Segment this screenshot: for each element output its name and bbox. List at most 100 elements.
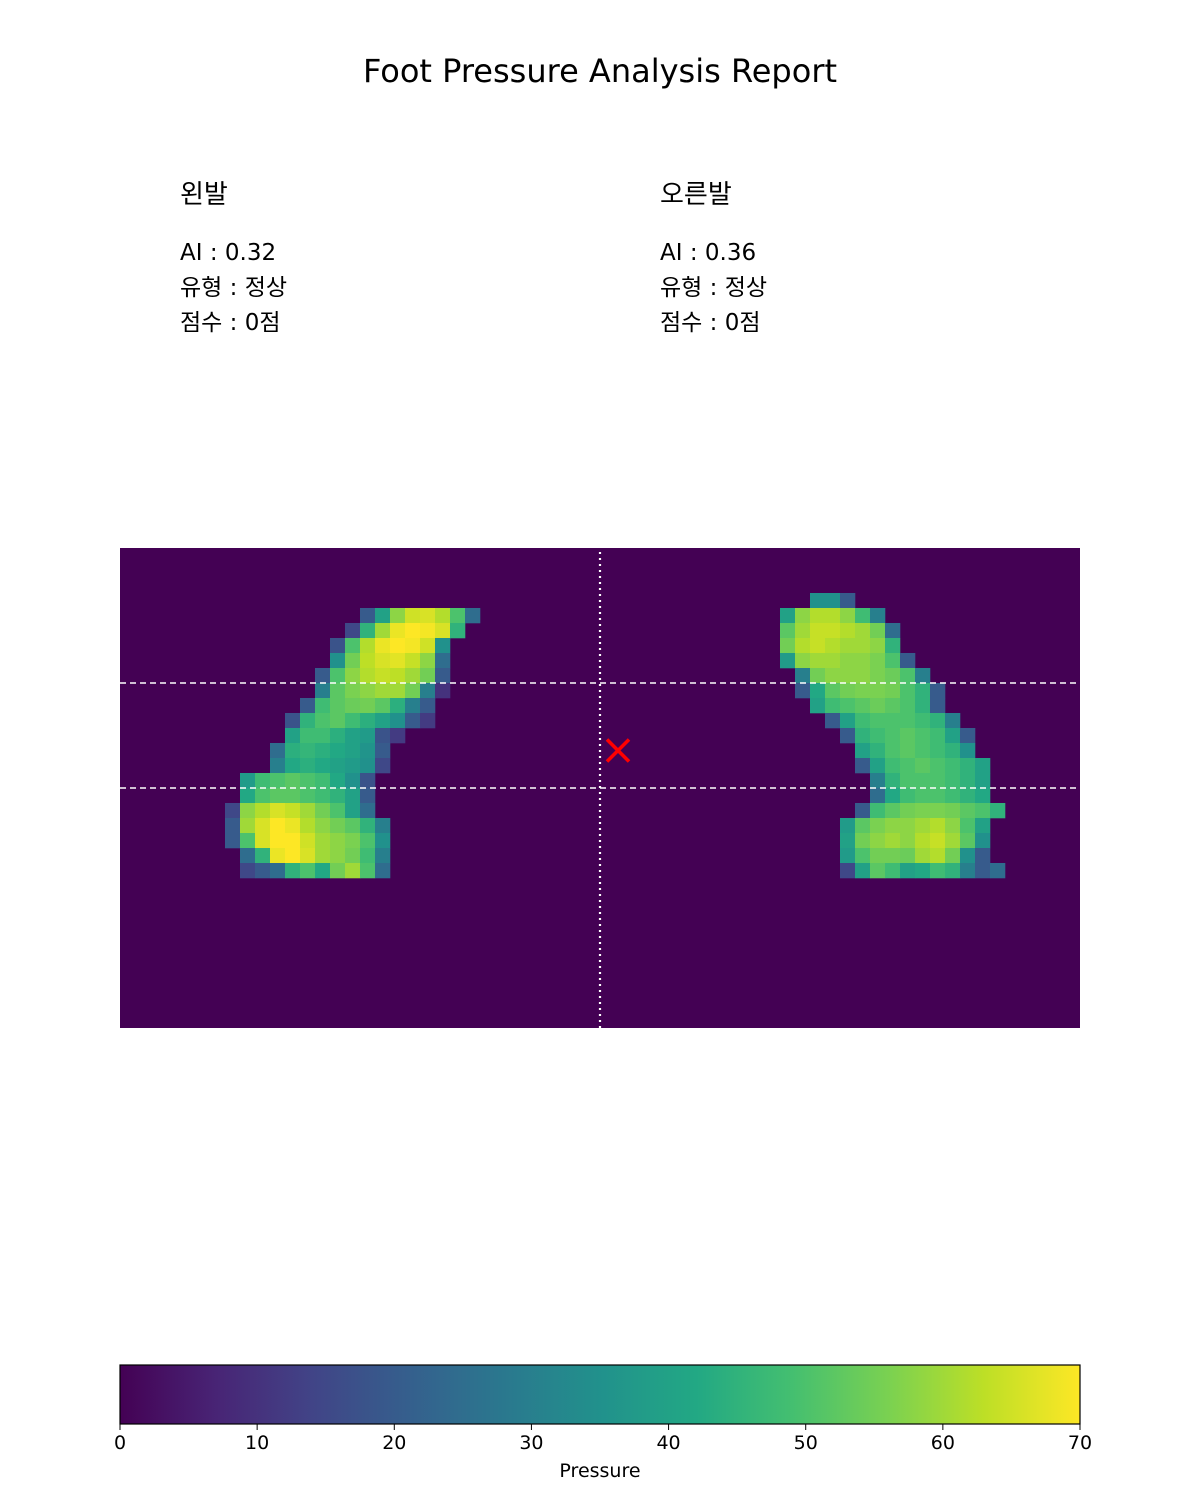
heatmap-cell	[930, 728, 946, 744]
heatmap-cell	[930, 788, 946, 804]
heatmap-cell	[420, 638, 436, 654]
heatmap-cell	[930, 698, 946, 714]
heatmap-cell	[435, 623, 451, 639]
heatmap-cell	[855, 848, 871, 864]
left-foot-cells	[225, 608, 481, 879]
left-foot-heading: 왼발	[180, 180, 228, 210]
heatmap-cell	[930, 713, 946, 729]
heatmap-cell	[330, 668, 346, 684]
heatmap-cell	[930, 863, 946, 879]
heatmap-cell	[330, 758, 346, 774]
heatmap-cell	[825, 623, 841, 639]
heatmap-cell	[360, 833, 376, 849]
heatmap-cell	[255, 788, 271, 804]
heatmap-cell	[375, 758, 391, 774]
heatmap-cell	[900, 728, 916, 744]
heatmap-cell	[780, 608, 796, 624]
heatmap-cell	[240, 773, 256, 789]
heatmap-cell	[885, 623, 901, 639]
heatmap-cell	[285, 848, 301, 864]
heatmap-cell	[855, 608, 871, 624]
heatmap-cell	[375, 743, 391, 759]
heatmap-cell	[330, 863, 346, 879]
heatmap-cell	[360, 713, 376, 729]
heatmap-cell	[795, 653, 811, 669]
heatmap-cell	[270, 848, 286, 864]
heatmap-cell	[855, 743, 871, 759]
heatmap-cell	[300, 728, 316, 744]
heatmap-cell	[315, 788, 331, 804]
heatmap-cell	[885, 683, 901, 699]
colorbar-gradient	[119, 1364, 1081, 1425]
heatmap-cell	[315, 743, 331, 759]
heatmap-cell	[900, 773, 916, 789]
heatmap-cell	[855, 863, 871, 879]
left-type-label: 유형	[180, 275, 223, 301]
heatmap-cell	[915, 818, 931, 834]
heatmap-cell	[885, 833, 901, 849]
heatmap-cell	[855, 833, 871, 849]
heatmap-cell	[390, 698, 406, 714]
colorbar-label: Pressure	[559, 1460, 640, 1482]
heatmap-cell	[345, 758, 361, 774]
pressure-heatmap	[120, 548, 1080, 1028]
heatmap-cell	[945, 773, 961, 789]
heatmap-cell	[315, 773, 331, 789]
left-score-value: 0점	[244, 310, 281, 336]
heatmap-cell	[885, 848, 901, 864]
heatmap-cell	[345, 713, 361, 729]
heatmap-cell	[360, 653, 376, 669]
heatmap-cell	[330, 833, 346, 849]
heatmap-cell	[855, 638, 871, 654]
heatmap-cell	[915, 683, 931, 699]
heatmap-cell	[840, 818, 856, 834]
heatmap-cell	[285, 773, 301, 789]
heatmap-cell	[870, 848, 886, 864]
heatmap-cell	[870, 698, 886, 714]
heatmap-cell	[390, 638, 406, 654]
heatmap-cell	[840, 863, 856, 879]
heatmap-cell	[870, 863, 886, 879]
heatmap-cell	[900, 698, 916, 714]
heatmap-cell	[990, 863, 1006, 879]
heatmap-cell	[315, 713, 331, 729]
left-score-label: 점수	[180, 310, 223, 336]
heatmap-cell	[330, 848, 346, 864]
heatmap-cell	[360, 608, 376, 624]
heatmap-cell	[870, 728, 886, 744]
heatmap-cell	[420, 623, 436, 639]
heatmap-cell	[315, 698, 331, 714]
heatmap-cell	[780, 623, 796, 639]
heatmap-cell	[345, 653, 361, 669]
heatmap-cell	[270, 743, 286, 759]
heatmap-cell	[300, 743, 316, 759]
heatmap-cell	[300, 773, 316, 789]
heatmap-cell	[810, 698, 826, 714]
colorbar-tick-label: 60	[931, 1432, 955, 1454]
heatmap-cell	[240, 818, 256, 834]
heatmap-cell	[960, 758, 976, 774]
colorbar-tick-label: 50	[794, 1432, 818, 1454]
heatmap-cell	[945, 758, 961, 774]
heatmap-cell	[330, 713, 346, 729]
heatmap-cell	[225, 833, 241, 849]
heatmap-cell	[915, 698, 931, 714]
heatmap-cell	[345, 803, 361, 819]
heatmap-cell	[870, 683, 886, 699]
heatmap-cell	[270, 758, 286, 774]
heatmap-cell	[960, 743, 976, 759]
heatmap-cell	[885, 668, 901, 684]
heatmap-cell	[375, 653, 391, 669]
heatmap-cell	[285, 818, 301, 834]
heatmap-cell	[870, 743, 886, 759]
heatmap-cell	[375, 713, 391, 729]
heatmap-cell	[360, 728, 376, 744]
heatmap-cell	[825, 668, 841, 684]
heatmap-cell	[420, 713, 436, 729]
heatmap-cell	[960, 848, 976, 864]
heatmap-cell	[345, 833, 361, 849]
heatmap-cell	[870, 638, 886, 654]
heatmap-cell	[345, 638, 361, 654]
colorbar-tick-label: 70	[1068, 1432, 1092, 1454]
heatmap-cell	[360, 818, 376, 834]
